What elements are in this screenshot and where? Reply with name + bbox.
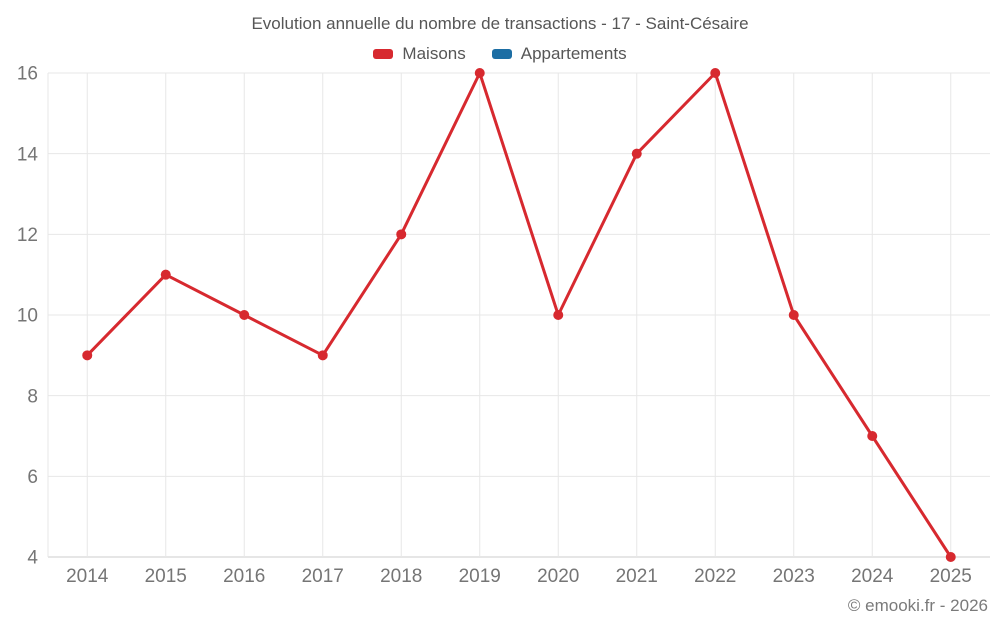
series-line-maisons [85,71,953,559]
data-point[interactable] [710,68,721,78]
chart-title: Evolution annuelle du nombre de transact… [251,14,749,33]
x-tick-label: 2016 [223,566,265,587]
legend: Maisons Appartements [0,44,1000,64]
x-tick-label: 2019 [459,566,501,587]
x-tick-label: 2023 [773,566,815,587]
data-point[interactable] [867,431,878,441]
data-point[interactable] [160,269,171,280]
legend-item-appartements[interactable]: Appartements [491,44,627,64]
credit-text: © emooki.fr - 2026 [847,596,988,615]
y-tick-label: 8 [27,386,38,407]
data-point[interactable] [239,310,250,320]
x-tick-label: 2018 [380,566,422,587]
data-point[interactable] [396,229,407,240]
data-point[interactable] [82,350,93,361]
data-point[interactable] [317,350,328,361]
y-tick-label: 4 [27,548,38,569]
appartements-swatch-icon [491,49,512,59]
data-point[interactable] [631,148,642,159]
y-tick-label: 12 [17,225,38,246]
y-tick-label: 16 [17,64,38,85]
maisons-swatch-icon [373,49,394,59]
y-tick-label: 6 [27,467,38,488]
x-tick-label: 2022 [694,566,736,587]
y-tick-label: 10 [17,306,38,327]
data-point[interactable] [553,310,564,320]
x-tick-label: 2021 [616,566,658,587]
legend-label-appartements: Appartements [520,44,627,63]
legend-label-maisons: Maisons [402,44,466,63]
x-tick-label: 2014 [66,566,109,587]
x-tick-label: 2024 [851,566,894,587]
data-point[interactable] [788,310,799,320]
x-tick-label: 2015 [145,566,187,587]
data-point[interactable] [474,68,485,78]
x-tick-label: 2017 [302,566,344,587]
legend-item-maisons[interactable]: Maisons [373,44,466,64]
x-tick-label: 2020 [537,566,579,587]
data-point[interactable] [945,552,956,562]
x-tick-label: 2025 [930,566,972,587]
y-tick-label: 14 [17,144,39,165]
